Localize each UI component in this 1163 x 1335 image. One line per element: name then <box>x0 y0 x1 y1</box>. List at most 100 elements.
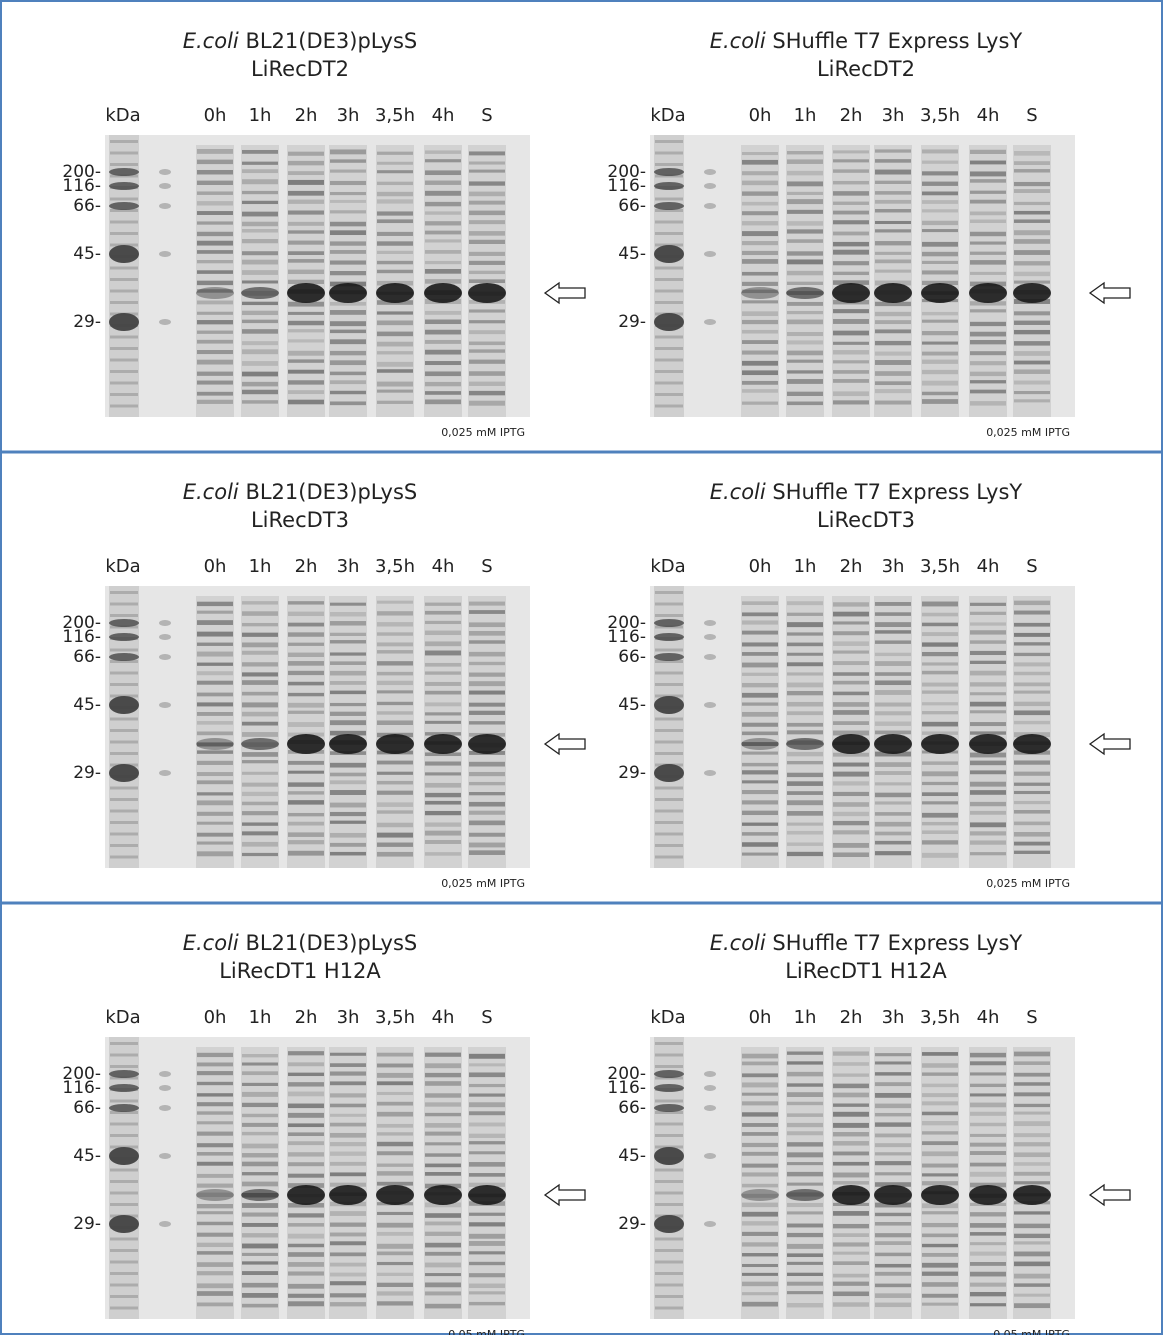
gel-band <box>425 1081 461 1086</box>
gel-band <box>377 1301 413 1306</box>
marker-smear <box>110 289 138 293</box>
gel-band <box>330 640 366 644</box>
gel-band <box>197 169 233 175</box>
gel-band <box>787 170 823 176</box>
marker-smear <box>110 163 138 166</box>
ipptg-note: 0,025 mM IPTG <box>986 426 1070 439</box>
marker-band <box>654 653 684 661</box>
gel-band <box>970 770 1006 775</box>
lane-label: 4h <box>432 556 455 577</box>
gel-band <box>742 1092 778 1096</box>
gel-band <box>875 381 911 386</box>
gel-band <box>922 731 958 735</box>
gel-band <box>469 1122 505 1127</box>
gel-band <box>875 1293 911 1298</box>
gel-band <box>922 149 958 154</box>
gel-band <box>787 730 823 735</box>
gel-band <box>377 1163 413 1167</box>
gel-band <box>970 660 1006 665</box>
target-band <box>1013 734 1051 754</box>
gel-band <box>469 1141 505 1145</box>
gel-band <box>242 801 278 806</box>
gel-band <box>425 620 461 625</box>
gel-band <box>833 781 869 786</box>
gel-band <box>242 161 278 165</box>
gel-band <box>425 690 461 695</box>
gel-band <box>833 1151 869 1156</box>
gel-band <box>875 1241 911 1246</box>
gel-band <box>197 1203 233 1209</box>
gel-band <box>970 670 1006 676</box>
gel-band <box>377 701 413 706</box>
marker-band <box>109 168 139 176</box>
gel-band <box>875 1103 911 1109</box>
marker-smear <box>655 775 683 778</box>
marker-smear <box>655 197 683 201</box>
lane-label: 3,5h <box>375 556 415 577</box>
gel-band <box>833 231 869 236</box>
gel-band <box>970 692 1006 696</box>
gel-band <box>288 770 324 774</box>
lane-label: 3h <box>882 1007 905 1028</box>
gel-band <box>787 239 823 243</box>
lane-label: 4h <box>977 556 1000 577</box>
gel-band <box>469 330 505 335</box>
gel-band <box>970 160 1006 165</box>
gel-band <box>469 1241 505 1246</box>
marker-smear <box>655 786 683 790</box>
gel-band <box>242 329 278 334</box>
lane-label: 3,5h <box>375 1007 415 1028</box>
gel-band <box>469 1102 505 1108</box>
gel-band <box>377 1282 413 1287</box>
gel-band <box>242 632 278 637</box>
gel-band <box>922 702 958 706</box>
gel-band <box>425 1072 461 1078</box>
gel-band <box>425 1213 461 1218</box>
gel-band <box>330 772 366 777</box>
marker-label: 45- <box>618 1146 646 1166</box>
gel-band <box>242 752 278 757</box>
gel-band <box>377 269 413 274</box>
marker-smear <box>655 1214 683 1218</box>
marker-label: 45- <box>73 1146 101 1166</box>
gel-band <box>970 1212 1006 1217</box>
marker-band <box>704 1085 716 1091</box>
gel-band <box>1014 1152 1050 1158</box>
gel-band <box>377 632 413 636</box>
gel-band <box>242 1122 278 1127</box>
gel-band <box>742 171 778 176</box>
gel-band <box>875 821 911 827</box>
gel-band <box>742 1272 778 1276</box>
gel-band <box>242 611 278 616</box>
gel-band <box>197 349 233 355</box>
gel-band <box>197 671 233 676</box>
gel-band <box>742 180 778 186</box>
gel-band <box>1014 1211 1050 1215</box>
gel-band <box>833 191 869 196</box>
gel-band <box>787 1071 823 1077</box>
marker-smear <box>110 301 138 304</box>
gel-band <box>425 720 461 724</box>
gel-band <box>330 1142 366 1147</box>
gel-band <box>1014 181 1050 187</box>
gel-band <box>742 1292 778 1296</box>
gel-band <box>377 842 413 847</box>
gel-band <box>970 611 1006 615</box>
gel-band <box>197 1071 233 1076</box>
marker-smear <box>110 648 138 652</box>
gel-band <box>469 710 505 715</box>
gel-band <box>742 300 778 304</box>
gel-band <box>742 1221 778 1226</box>
gel-band <box>875 1161 911 1166</box>
gel-band <box>833 360 869 364</box>
gel-band <box>875 831 911 836</box>
gel-band <box>742 1101 778 1106</box>
gel-band <box>242 1303 278 1308</box>
gel-band <box>787 1272 823 1276</box>
gel-band <box>1014 1072 1050 1077</box>
gel-band <box>242 211 278 217</box>
target-band <box>832 734 870 754</box>
gel-band <box>922 840 958 845</box>
gel-band <box>833 611 869 617</box>
marker-smear <box>110 591 138 594</box>
